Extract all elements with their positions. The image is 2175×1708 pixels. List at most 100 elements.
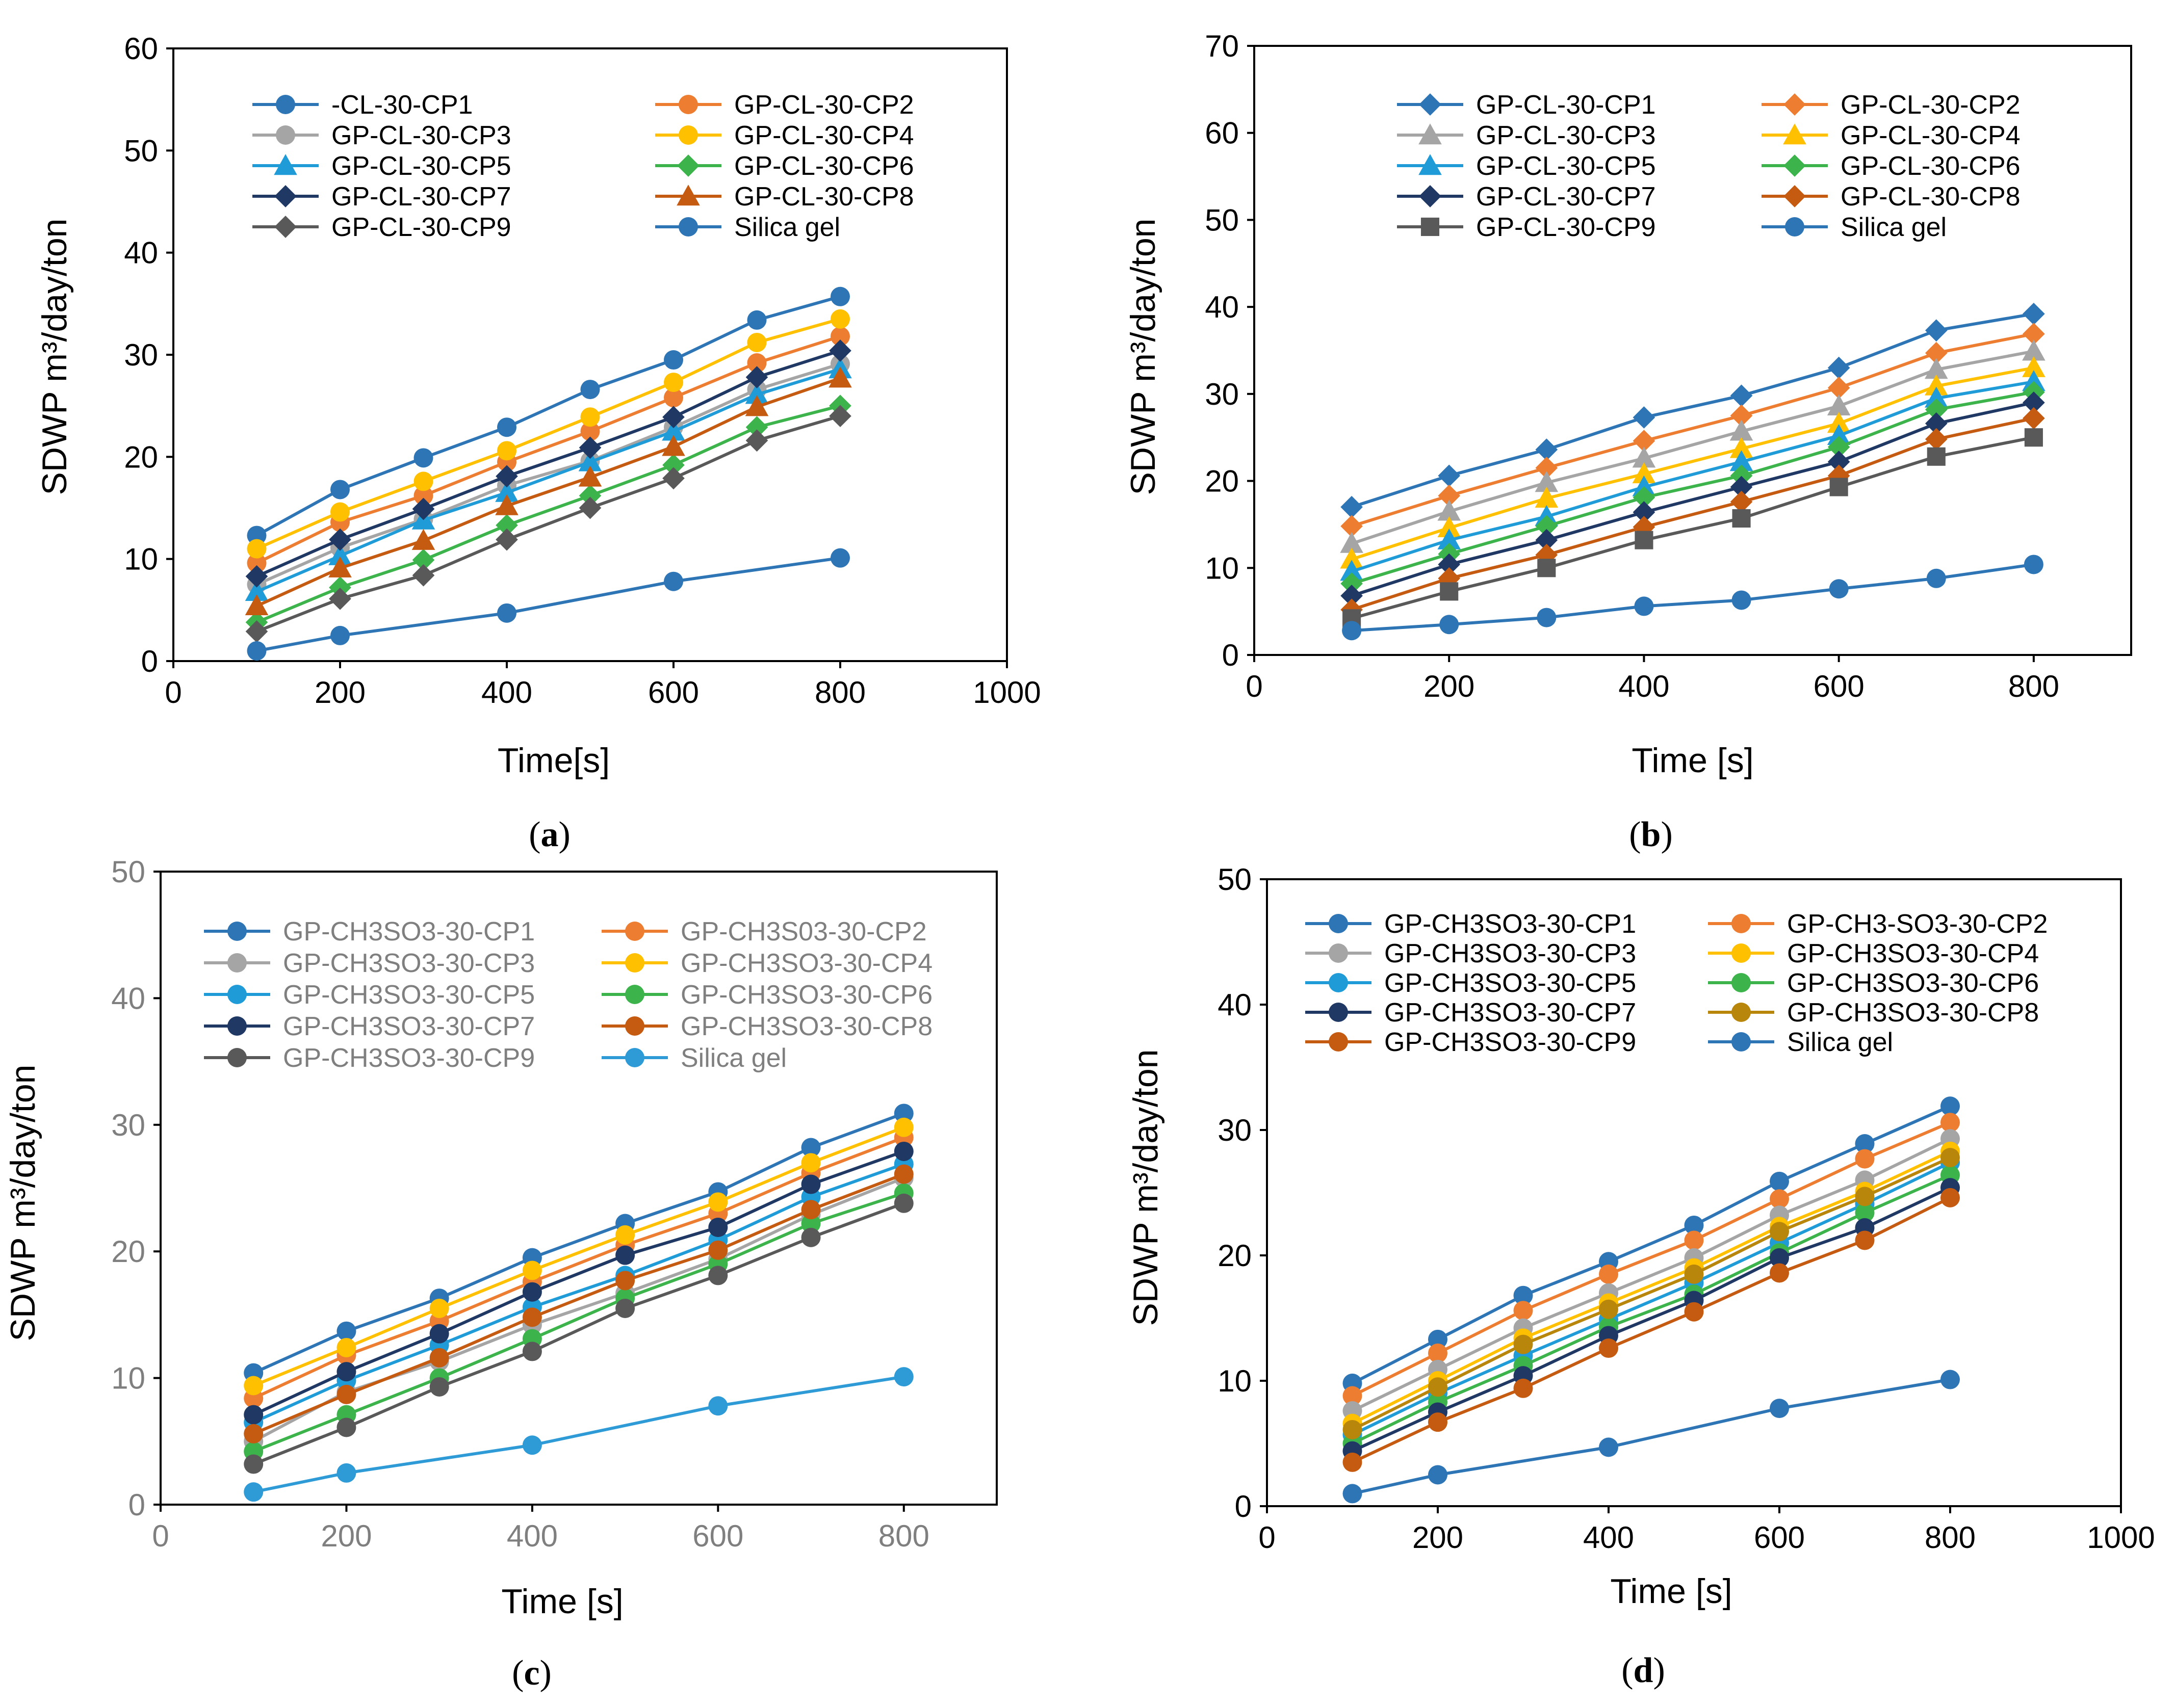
legend-label: GP-CH3SO3-30-CP6 bbox=[681, 980, 933, 1010]
data-point bbox=[1535, 515, 1558, 538]
data-point bbox=[579, 436, 602, 459]
data-point bbox=[1684, 1302, 1704, 1322]
legend-label: Silica gel bbox=[1787, 1028, 1893, 1057]
data-point bbox=[745, 366, 768, 388]
legend-marker bbox=[1731, 973, 1751, 992]
panel-caption-part: ) bbox=[1661, 815, 1672, 854]
y-tick-label: 30 bbox=[1205, 377, 1239, 411]
data-point bbox=[1634, 596, 1654, 616]
data-point bbox=[1535, 486, 1559, 508]
data-point bbox=[1428, 1343, 1447, 1363]
x-tick-label: 400 bbox=[1583, 1520, 1634, 1555]
data-point bbox=[1827, 436, 1850, 458]
legend-label: Silica gel bbox=[734, 213, 840, 242]
data-point bbox=[412, 564, 435, 587]
data-point bbox=[1342, 1420, 1362, 1439]
data-point bbox=[1729, 450, 1753, 471]
data-point bbox=[1513, 1301, 1533, 1321]
panel-caption: (c) bbox=[512, 1653, 552, 1693]
data-point bbox=[580, 380, 600, 400]
data-point bbox=[2022, 356, 2045, 377]
data-point bbox=[1827, 394, 1851, 415]
series-line bbox=[1352, 1150, 1951, 1425]
data-point bbox=[411, 529, 435, 550]
data-point bbox=[580, 422, 600, 441]
data-point bbox=[1684, 1264, 1704, 1284]
data-point bbox=[1439, 615, 1459, 635]
legend-marker bbox=[1329, 943, 1348, 963]
series-line bbox=[1351, 366, 2034, 561]
data-point bbox=[336, 1337, 356, 1357]
series-line bbox=[253, 1172, 904, 1435]
chart-panel-d: 0 200 400 600 800 1000 0 10 20 30 40 50 Time [s] SDWP… bbox=[1126, 862, 2155, 1690]
data-point bbox=[1342, 1386, 1362, 1406]
data-point bbox=[2023, 302, 2045, 325]
y-axis-label: SDWP m³/day/ton bbox=[1126, 1049, 1165, 1326]
data-point bbox=[1855, 1230, 1875, 1250]
data-point bbox=[664, 373, 683, 392]
legend-label: GP-CH3SO3-30-CP1 bbox=[283, 917, 535, 947]
legend-marker bbox=[1783, 185, 1806, 207]
data-point bbox=[247, 525, 267, 545]
legend-marker bbox=[625, 953, 644, 973]
y-axis-label: SDWP m³/day/ton bbox=[1124, 219, 1162, 495]
data-point bbox=[429, 1348, 449, 1368]
data-point bbox=[1340, 547, 1363, 569]
legend-label: GP-CH3-SO3-30-CP2 bbox=[1787, 909, 2048, 939]
data-point bbox=[1340, 560, 1363, 581]
data-point bbox=[1633, 430, 1655, 452]
legend-marker bbox=[1731, 1003, 1751, 1022]
data-point bbox=[1770, 1399, 1789, 1418]
data-point bbox=[831, 309, 850, 329]
legend-marker bbox=[274, 185, 297, 207]
data-point bbox=[412, 497, 435, 520]
data-point bbox=[429, 1377, 449, 1397]
data-point bbox=[1428, 1465, 1447, 1485]
data-point bbox=[1633, 486, 1655, 509]
legend-marker bbox=[1419, 185, 1441, 207]
data-point bbox=[1827, 412, 1851, 433]
data-point bbox=[578, 465, 602, 487]
series-line bbox=[1352, 1105, 1951, 1385]
x-tick-label: 1000 bbox=[2087, 1520, 2155, 1555]
data-point bbox=[244, 1454, 264, 1474]
data-point bbox=[894, 1193, 914, 1213]
data-point bbox=[1730, 490, 1753, 513]
data-point bbox=[522, 1342, 542, 1361]
data-point bbox=[336, 1362, 356, 1382]
data-point bbox=[330, 625, 350, 645]
legend-marker bbox=[227, 985, 247, 1004]
legend-marker bbox=[1420, 217, 1440, 237]
legend-marker bbox=[1329, 1003, 1348, 1022]
data-point bbox=[894, 1367, 914, 1387]
data-point bbox=[1827, 377, 1850, 399]
data-point bbox=[1855, 1187, 1875, 1206]
series-line bbox=[1352, 1173, 1951, 1445]
legend-label: GP-CH3SO3-30-CP9 bbox=[1384, 1028, 1636, 1057]
legend-marker bbox=[227, 922, 247, 941]
series-line bbox=[1352, 1186, 1951, 1453]
series-line bbox=[252, 1162, 904, 1424]
data-point bbox=[1940, 1188, 1960, 1207]
data-point bbox=[1632, 446, 1656, 468]
y-tick-label: 40 bbox=[1218, 988, 1252, 1022]
data-point bbox=[1731, 590, 1751, 610]
legend-label: GP-CL-30-CP8 bbox=[1841, 182, 2021, 212]
data-point bbox=[1940, 1096, 1960, 1116]
data-point bbox=[1940, 1370, 1960, 1389]
data-point bbox=[801, 1138, 821, 1158]
data-point bbox=[1730, 464, 1753, 487]
legend-marker bbox=[679, 95, 698, 114]
legend-label: GP-CH3SO3-30-CP4 bbox=[1787, 939, 2039, 968]
x-tick-label: 200 bbox=[315, 675, 366, 710]
data-point bbox=[522, 1282, 542, 1302]
data-point bbox=[1827, 424, 1851, 445]
data-point bbox=[1729, 437, 1753, 458]
data-point bbox=[1633, 501, 1655, 523]
data-point bbox=[329, 587, 351, 610]
data-point bbox=[1770, 1171, 1789, 1191]
series-line bbox=[252, 1112, 904, 1375]
data-point bbox=[1535, 457, 1558, 479]
y-tick-label: 20 bbox=[1218, 1239, 1252, 1273]
legend-marker bbox=[227, 1016, 247, 1036]
